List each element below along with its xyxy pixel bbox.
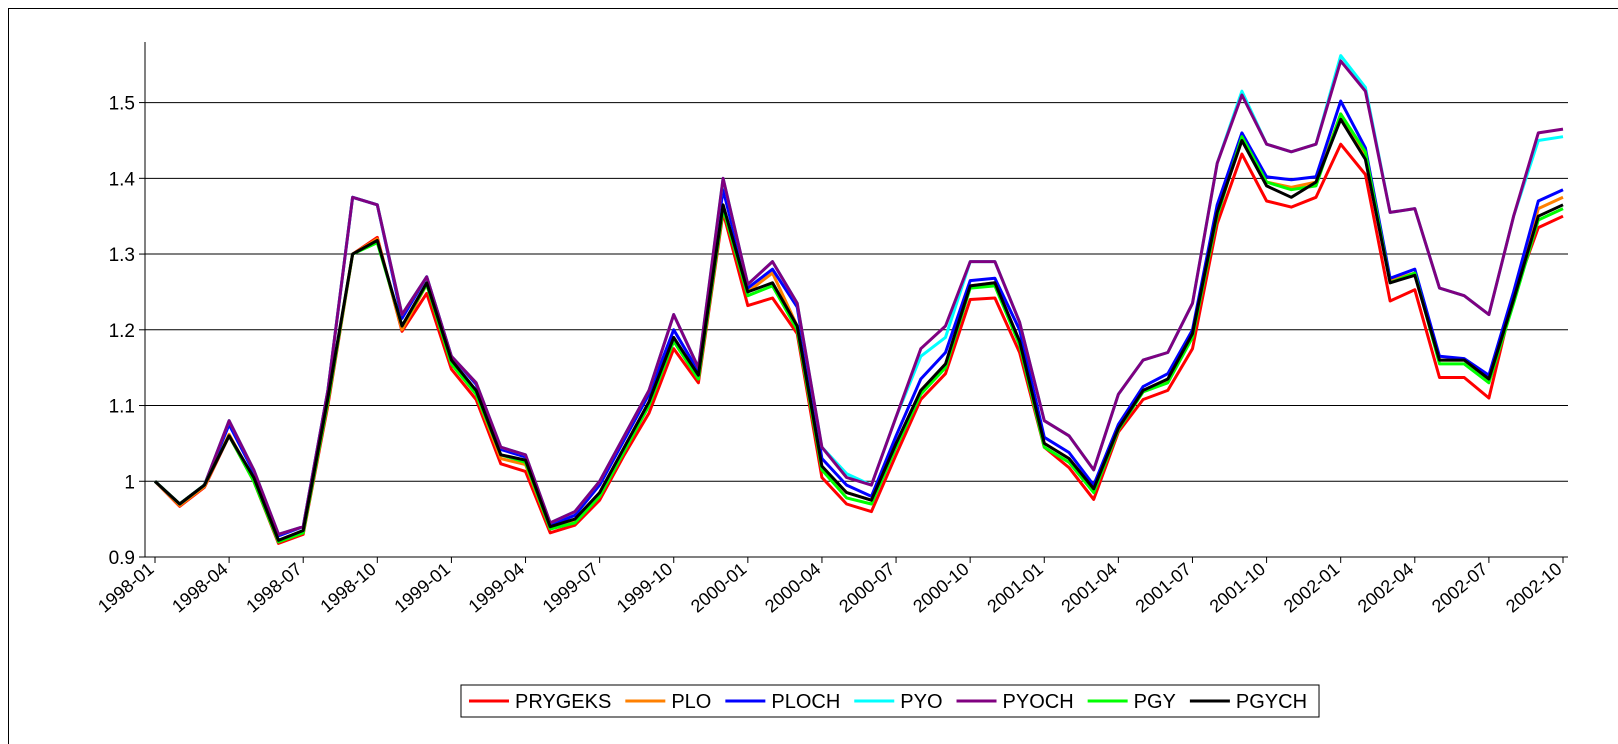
legend: PRYGEKS PLO PLOCH PYO PYOCH PGY PGYCH [460, 684, 1320, 718]
legend-label: PLO [671, 691, 711, 713]
y-tick-label: 1.2 [109, 321, 135, 342]
series-line [153, 59, 1564, 536]
legend-label: PRYGEKS [515, 691, 611, 713]
series-line [153, 117, 1564, 542]
y-tick-label: 1 [124, 472, 135, 493]
y-tick-label: 1.5 [109, 94, 135, 115]
chart-border [8, 8, 1618, 744]
y-tick-label: 0.9 [109, 548, 135, 569]
legend-label: PGY [1134, 691, 1176, 713]
legend-label: PLOCH [771, 691, 840, 713]
legend-label: PYOCH [1003, 691, 1074, 713]
y-tick-label: 1.1 [109, 397, 135, 418]
legend-label: PGYCH [1236, 691, 1307, 713]
y-tick-label: 1.4 [109, 169, 136, 190]
y-tick-label: 1.3 [109, 245, 135, 266]
legend-label: PYO [900, 691, 942, 713]
